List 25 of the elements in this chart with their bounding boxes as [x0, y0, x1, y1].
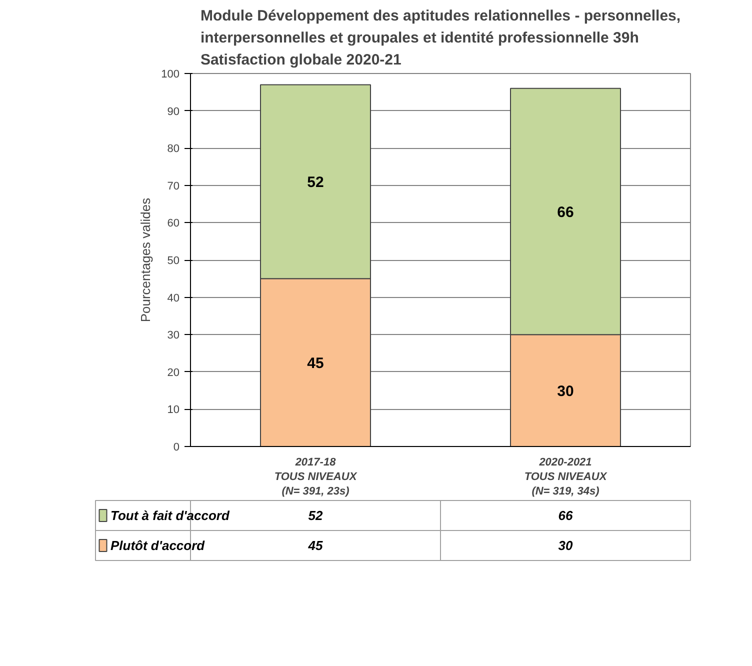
chart-title: Module Développement des aptitudes relationnelles - personnelles, interpersonnelles et groupales et identité professionnelle 39h Satisfaction globale 2020-21 — [200, 7, 681, 68]
data-label: 45 — [307, 538, 324, 553]
text: 52 — [307, 174, 324, 192]
y-tick-label: 50 — [167, 255, 180, 267]
y-tick-label: 100 — [161, 68, 180, 80]
y-tick-label: 0 — [173, 442, 180, 454]
y-tick-label: 40 — [167, 292, 180, 304]
y-tick-label: 70 — [167, 180, 180, 192]
y-tick-label: 90 — [167, 106, 180, 118]
legend-label: Tout à fait d'accord — [110, 508, 230, 523]
y-tick-label: 30 — [167, 330, 180, 342]
y-axis-title: Pourcentages valides — [138, 197, 154, 322]
text: 45 — [307, 355, 324, 372]
data-label: 52 — [308, 508, 324, 523]
x-tick-label: 2017-18 TOUS NIVEAUX (N= 391, 23s) — [274, 456, 358, 498]
text: 66 — [557, 204, 574, 222]
y-tick-label: 10 — [167, 404, 180, 416]
data-label: 30 — [558, 538, 574, 553]
y-tick-label: 20 — [167, 366, 180, 379]
y-tick-label: 60 — [167, 218, 180, 230]
x-tick-label: 2020-2021 TOUS NIVEAUX (N= 319, 34s) — [524, 456, 608, 498]
text: 30 — [557, 383, 574, 400]
data-label: 66 — [558, 508, 574, 523]
y-tick-label: 80 — [167, 143, 180, 156]
legend-label: Plutôt d'accord — [110, 538, 206, 553]
